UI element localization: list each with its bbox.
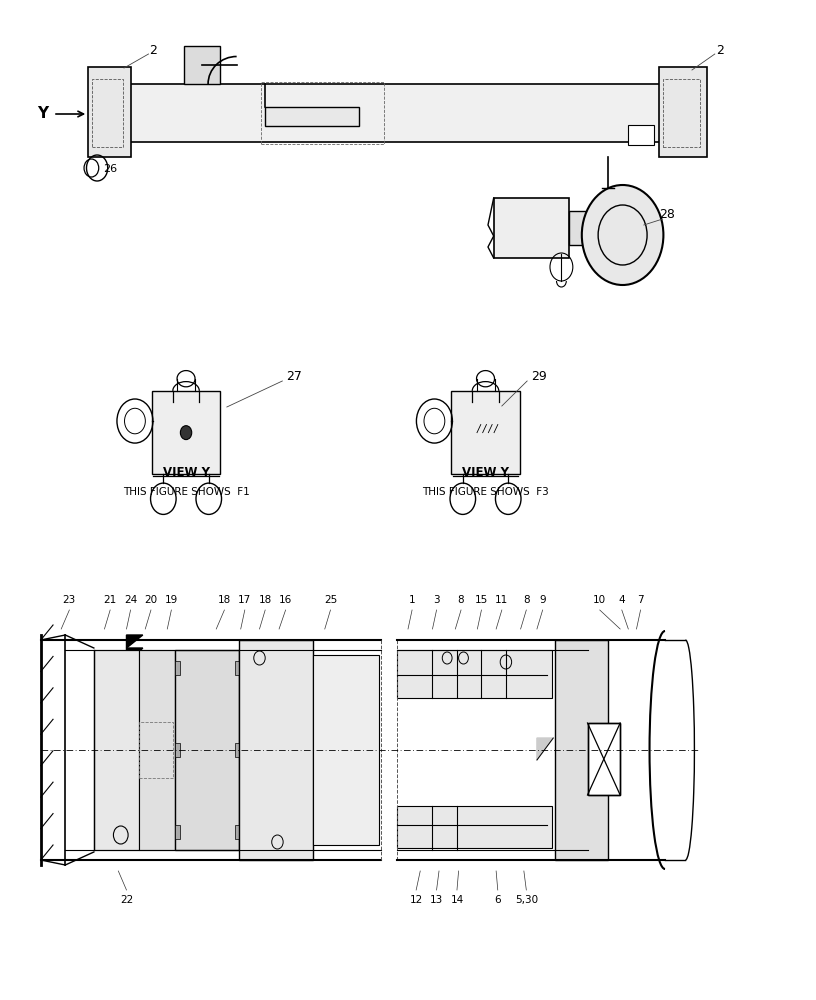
- Text: 18: 18: [259, 595, 272, 605]
- Text: 24: 24: [124, 595, 137, 605]
- Text: 1: 1: [409, 595, 415, 605]
- Bar: [94, 650, 139, 850]
- Bar: [555, 640, 608, 860]
- Bar: [628, 125, 654, 145]
- Circle shape: [180, 426, 192, 440]
- Text: VIEW Y: VIEW Y: [162, 466, 210, 479]
- Circle shape: [582, 185, 663, 285]
- Bar: [235, 743, 239, 757]
- Text: 6: 6: [494, 895, 501, 905]
- Text: VIEW Y: VIEW Y: [462, 466, 509, 479]
- Bar: [184, 46, 220, 84]
- Text: 11: 11: [495, 595, 508, 605]
- Text: 19: 19: [165, 595, 178, 605]
- Polygon shape: [126, 635, 143, 648]
- Text: 13: 13: [430, 895, 443, 905]
- Bar: [175, 661, 180, 675]
- Polygon shape: [126, 648, 143, 665]
- Text: 26: 26: [103, 164, 117, 174]
- Text: 5,30: 5,30: [515, 895, 538, 905]
- Bar: [139, 650, 175, 850]
- Text: 16: 16: [279, 595, 292, 605]
- Text: 15: 15: [475, 595, 488, 605]
- Bar: [139, 722, 173, 778]
- Bar: [88, 67, 131, 157]
- Bar: [239, 640, 313, 860]
- Bar: [397, 806, 552, 848]
- Text: 4: 4: [619, 595, 625, 605]
- Text: 10: 10: [593, 595, 606, 605]
- Bar: [397, 650, 552, 698]
- Text: 22: 22: [120, 895, 133, 905]
- Text: THIS FIGURE SHOWS  F1: THIS FIGURE SHOWS F1: [122, 487, 250, 497]
- Text: THIS FIGURE SHOWS  F3: THIS FIGURE SHOWS F3: [422, 487, 549, 497]
- Text: 28: 28: [659, 209, 676, 222]
- Text: 7: 7: [637, 595, 644, 605]
- Text: 2: 2: [716, 43, 724, 56]
- Bar: [261, 82, 384, 144]
- Bar: [152, 391, 220, 474]
- Bar: [313, 655, 379, 845]
- Bar: [126, 84, 661, 142]
- Bar: [175, 743, 180, 757]
- Text: 3: 3: [433, 595, 440, 605]
- Bar: [92, 79, 123, 147]
- Bar: [494, 198, 569, 258]
- Text: 25: 25: [324, 595, 337, 605]
- Text: 9: 9: [539, 595, 546, 605]
- Bar: [588, 723, 620, 795]
- Text: 20: 20: [144, 595, 157, 605]
- Bar: [235, 825, 239, 839]
- Text: 8: 8: [458, 595, 464, 605]
- Text: 27: 27: [286, 369, 302, 382]
- Text: 17: 17: [238, 595, 251, 605]
- Bar: [659, 67, 707, 157]
- Bar: [175, 825, 180, 839]
- Text: 18: 18: [218, 595, 231, 605]
- Bar: [175, 650, 239, 850]
- Text: 29: 29: [530, 369, 547, 382]
- Bar: [663, 79, 700, 147]
- Text: 23: 23: [63, 595, 76, 605]
- Polygon shape: [537, 738, 553, 760]
- Bar: [265, 107, 359, 126]
- Bar: [588, 723, 620, 795]
- Text: 14: 14: [450, 895, 463, 905]
- Bar: [235, 661, 239, 675]
- Bar: [569, 211, 589, 245]
- Bar: [451, 391, 520, 474]
- Text: 2: 2: [149, 43, 157, 56]
- Text: 21: 21: [104, 595, 117, 605]
- Text: 12: 12: [410, 895, 423, 905]
- Text: Y: Y: [37, 106, 48, 121]
- Text: 8: 8: [523, 595, 530, 605]
